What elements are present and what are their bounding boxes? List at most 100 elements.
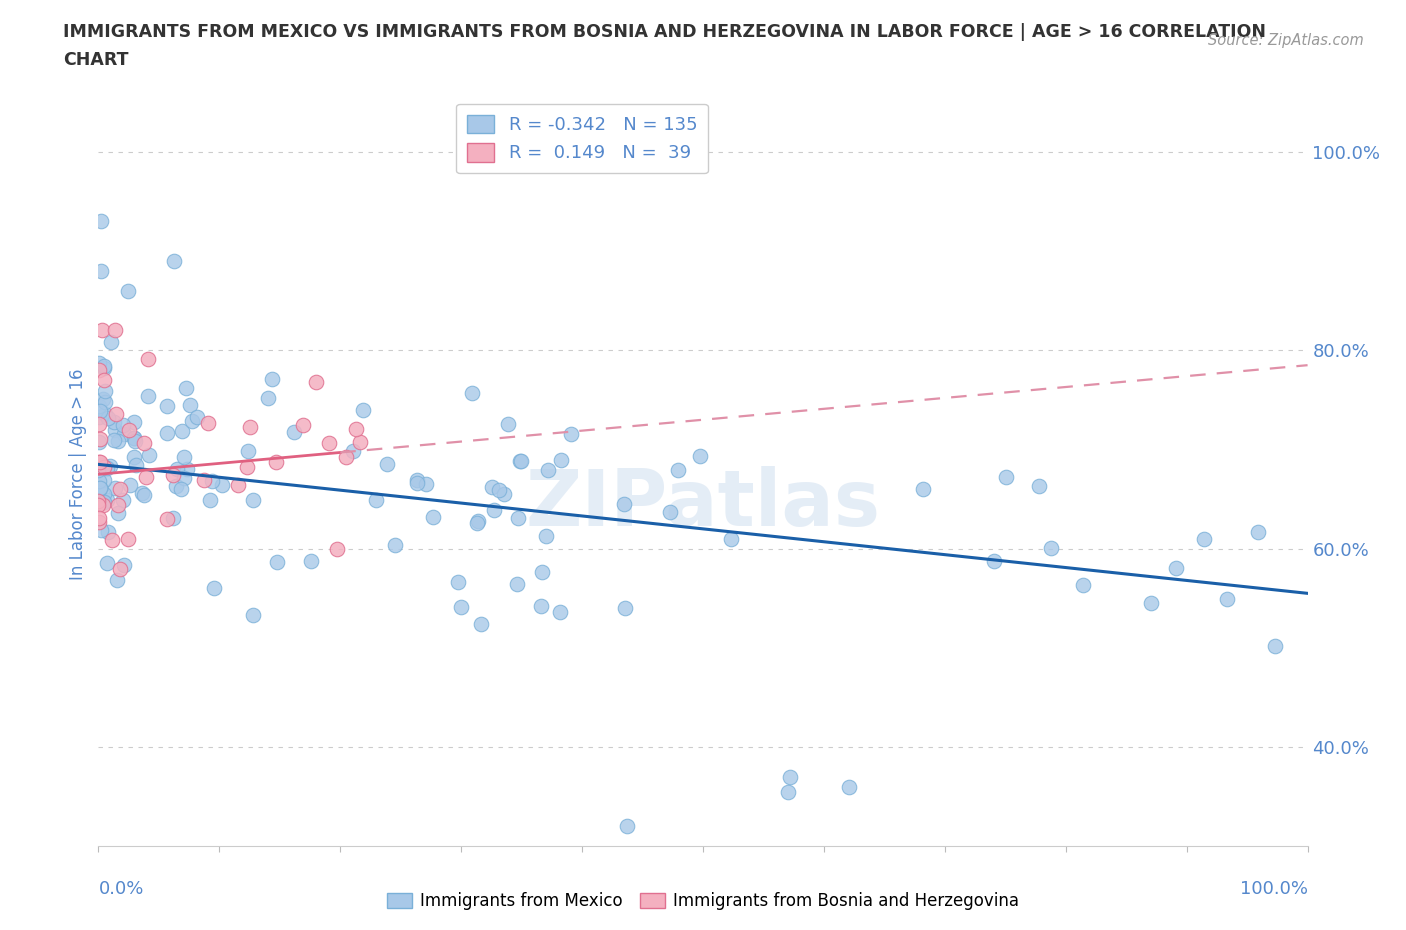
Point: [211, 477, 233, 492]
Point: [257, 391, 280, 405]
Point: [201, 473, 224, 488]
Point: [236, 444, 259, 458]
Point: [93, 373, 115, 388]
Point: [364, 493, 387, 508]
Point: [461, 385, 484, 400]
Point: [506, 511, 529, 525]
Point: [107, 505, 129, 520]
Point: [87, 363, 110, 378]
Point: [103, 415, 125, 430]
Point: [488, 483, 510, 498]
Point: [101, 533, 124, 548]
Point: [613, 497, 636, 512]
Point: [720, 532, 742, 547]
Point: [226, 478, 249, 493]
Point: [174, 380, 197, 395]
Point: [117, 284, 139, 299]
Point: [260, 371, 283, 386]
Point: [1247, 525, 1270, 539]
Point: [384, 538, 406, 552]
Point: [344, 421, 367, 436]
Point: [1264, 638, 1286, 653]
Point: [111, 493, 134, 508]
Point: [613, 601, 636, 616]
Point: [135, 470, 157, 485]
Point: [107, 498, 129, 512]
Text: ZIPatlas: ZIPatlas: [526, 466, 880, 542]
Point: [235, 459, 257, 474]
Point: [242, 492, 264, 507]
Point: [838, 779, 860, 794]
Point: [342, 444, 364, 458]
Point: [536, 528, 558, 543]
Point: [103, 432, 125, 447]
Point: [156, 512, 179, 526]
Text: 100.0%: 100.0%: [1240, 880, 1308, 897]
Point: [509, 454, 531, 469]
Point: [89, 404, 111, 418]
Point: [117, 423, 139, 438]
Point: [173, 470, 195, 485]
Point: [266, 555, 288, 570]
Point: [467, 514, 489, 529]
Point: [156, 426, 179, 441]
Point: [176, 461, 198, 476]
Point: [470, 617, 492, 631]
Point: [98, 458, 121, 473]
Point: [89, 481, 111, 496]
Point: [132, 435, 155, 450]
Point: [112, 426, 135, 441]
Point: [172, 424, 194, 439]
Point: [335, 450, 357, 465]
Point: [983, 553, 1005, 568]
Point: [93, 358, 115, 373]
Point: [136, 388, 159, 403]
Point: [349, 434, 371, 449]
Point: [689, 448, 711, 463]
Point: [90, 263, 112, 278]
Point: [96, 460, 118, 475]
Point: [186, 409, 208, 424]
Point: [994, 469, 1017, 484]
Point: [97, 410, 120, 425]
Point: [776, 784, 799, 799]
Point: [498, 417, 520, 432]
Point: [96, 492, 118, 507]
Point: [530, 599, 553, 614]
Point: [89, 409, 111, 424]
Point: [406, 472, 429, 487]
Point: [91, 392, 114, 406]
Point: [125, 458, 148, 472]
Point: [122, 431, 145, 445]
Point: [292, 418, 315, 432]
Point: [132, 488, 155, 503]
Y-axis label: In Labor Force | Age > 16: In Labor Force | Age > 16: [69, 368, 87, 580]
Point: [87, 463, 110, 478]
Point: [110, 482, 132, 497]
Point: [510, 454, 533, 469]
Point: [91, 494, 114, 509]
Point: [163, 254, 186, 269]
Point: [112, 557, 135, 572]
Point: [283, 425, 305, 440]
Point: [415, 477, 437, 492]
Text: IMMIGRANTS FROM MEXICO VS IMMIGRANTS FROM BOSNIA AND HERZEGOVINA IN LABOR FORCE : IMMIGRANTS FROM MEXICO VS IMMIGRANTS FRO…: [63, 23, 1267, 41]
Point: [197, 416, 219, 431]
Point: [91, 498, 114, 512]
Point: [90, 458, 112, 472]
Point: [318, 436, 340, 451]
Point: [89, 432, 111, 446]
Point: [494, 486, 516, 501]
Point: [352, 403, 374, 418]
Point: [87, 511, 110, 525]
Point: [560, 427, 582, 442]
Point: [506, 577, 529, 591]
Point: [1192, 531, 1215, 546]
Point: [136, 352, 159, 366]
Point: [482, 502, 505, 517]
Text: CHART: CHART: [63, 51, 129, 69]
Point: [87, 435, 110, 450]
Point: [100, 334, 122, 349]
Point: [170, 481, 193, 496]
Point: [326, 541, 349, 556]
